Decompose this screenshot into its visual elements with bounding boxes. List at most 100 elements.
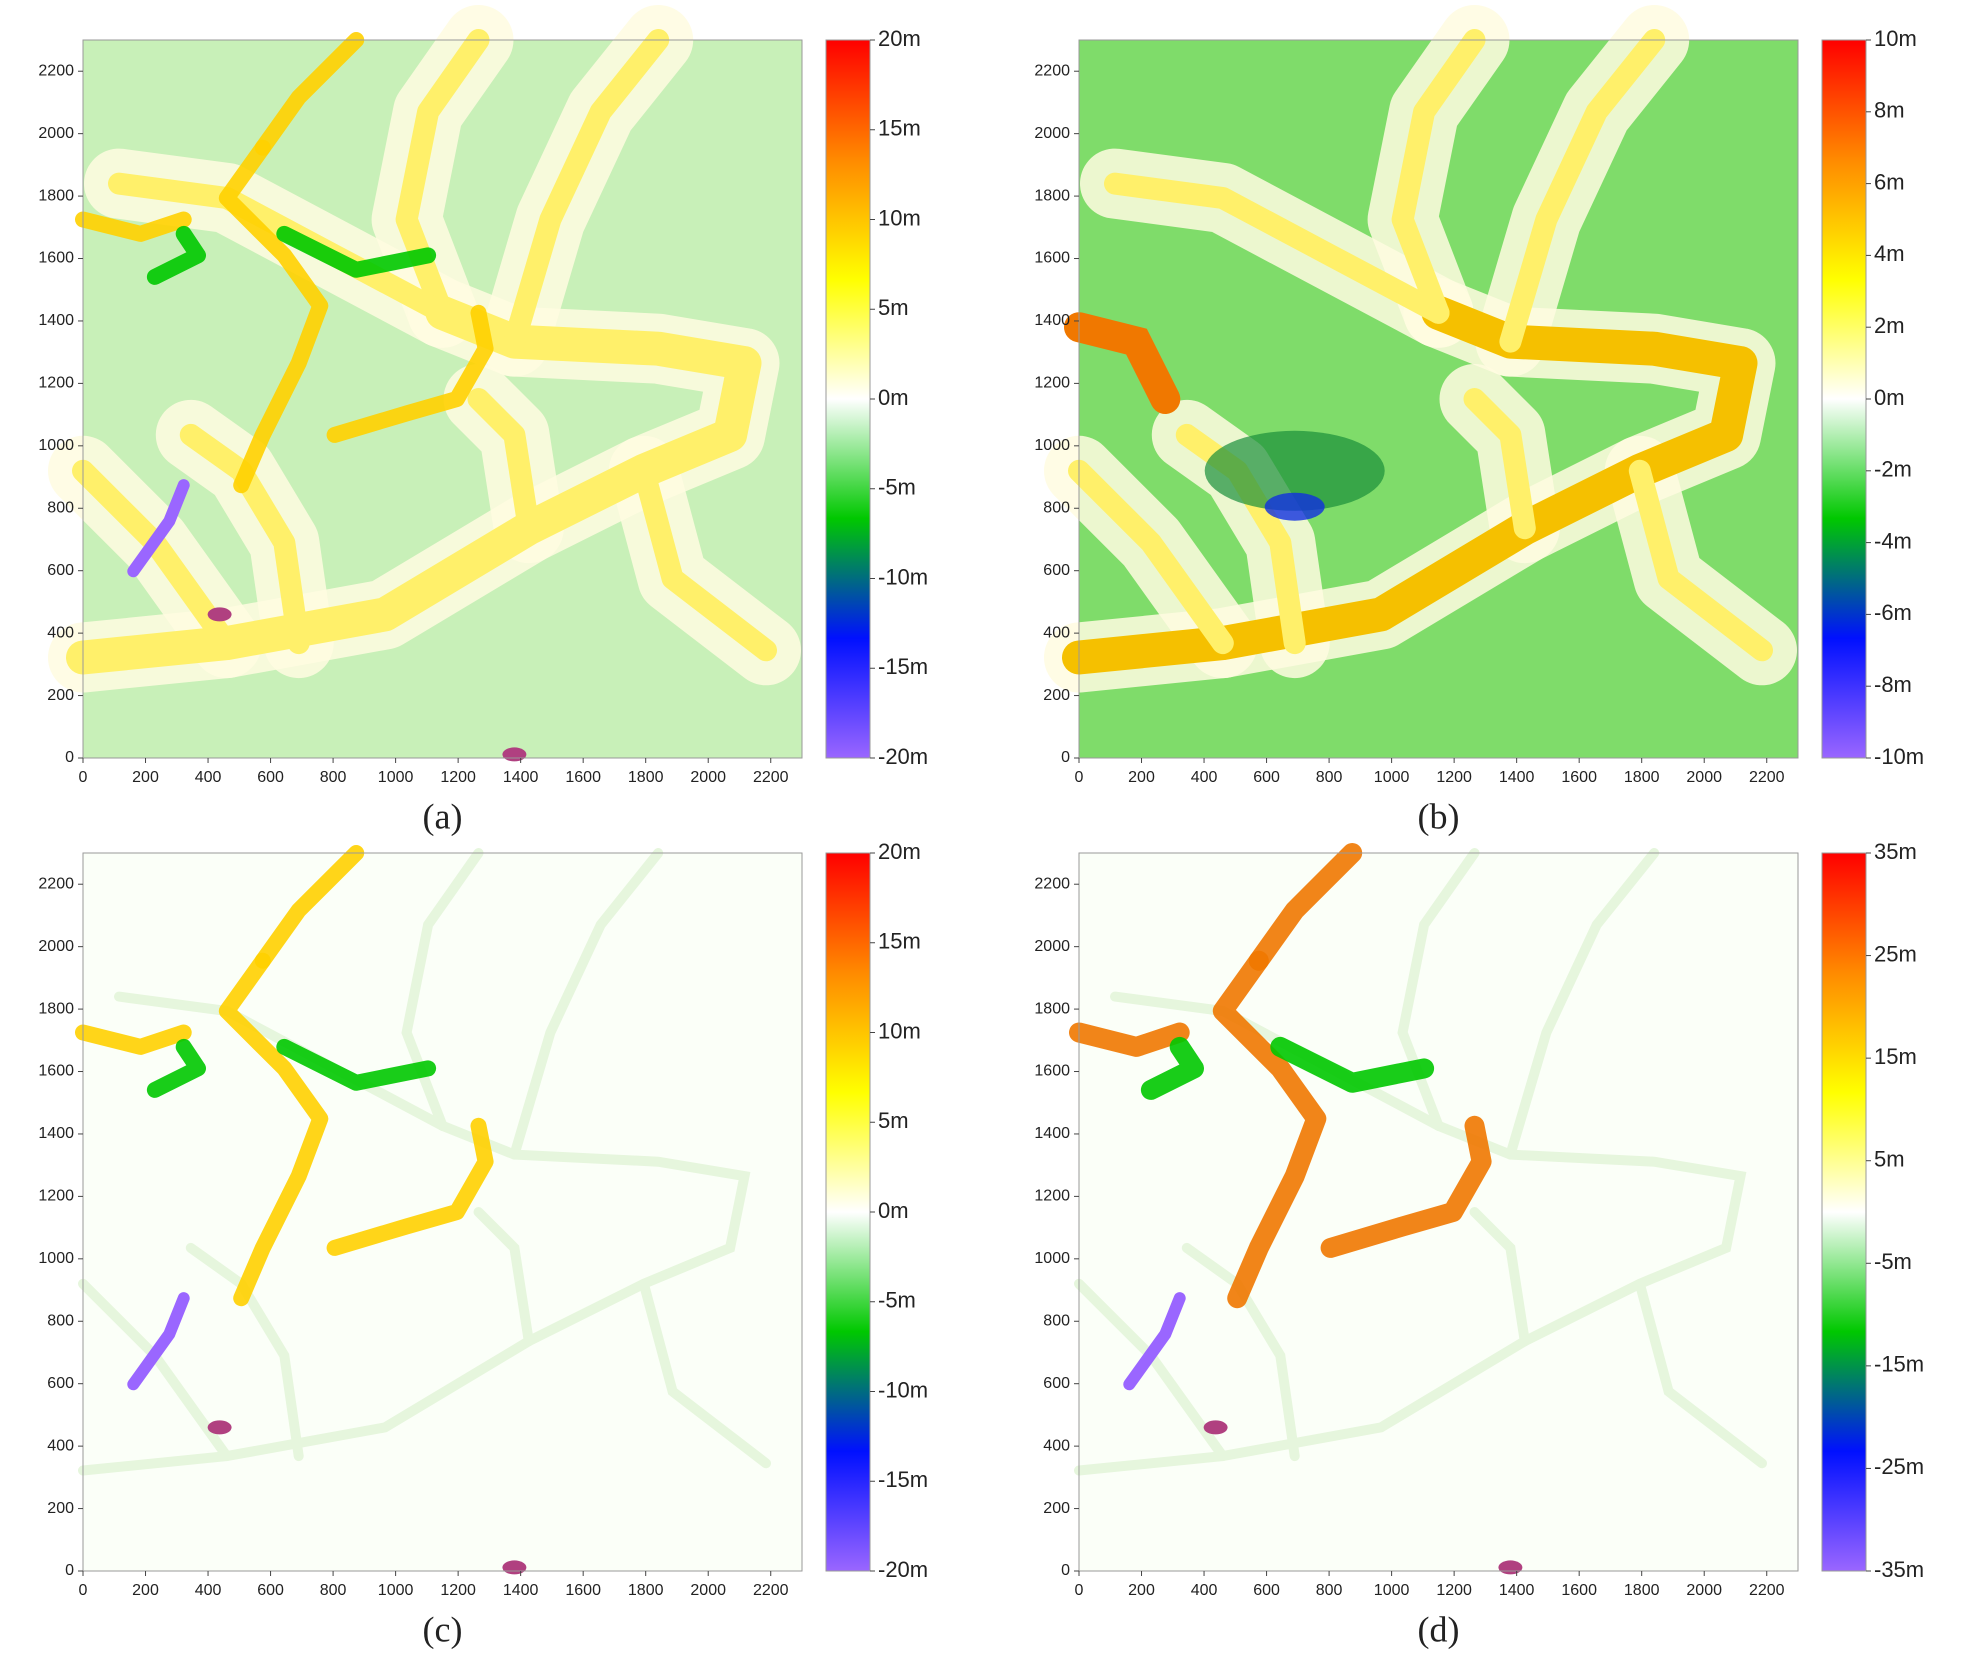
colorbar-tick-label: 4m xyxy=(1874,241,1905,266)
y-tick-label: 1600 xyxy=(38,250,74,267)
y-tick-label: 400 xyxy=(1043,624,1070,641)
y-tick-label: 800 xyxy=(47,499,74,516)
x-tick-label: 600 xyxy=(1253,1582,1280,1599)
x-tick-label: 2000 xyxy=(1686,769,1722,786)
x-tick-label: 1800 xyxy=(1624,769,1660,786)
panel: 0 200 400 600 800 1000 1200 1400 1600 1800 2000 220… xyxy=(38,839,928,1649)
streak xyxy=(1320,1115,1492,1258)
x-tick-label: 1200 xyxy=(1436,769,1472,786)
terrain-texture xyxy=(1069,843,1798,1575)
y-tick-label: 800 xyxy=(1043,1312,1070,1329)
y-tick-label: 0 xyxy=(65,1562,74,1579)
colorbar-tick-label: -25m xyxy=(1874,1454,1924,1479)
x-tick-label: 1800 xyxy=(628,769,664,786)
x-tick-label: 200 xyxy=(132,1582,159,1599)
y-tick-label: 1800 xyxy=(1034,187,1070,204)
streak xyxy=(146,1038,206,1098)
streak xyxy=(326,1117,494,1256)
colorbar-tick-label: 35m xyxy=(1874,839,1917,864)
streak xyxy=(1270,1036,1435,1093)
colorbar-tick-label: -6m xyxy=(1874,600,1912,625)
colorbar-tick-label: -5m xyxy=(1874,1249,1912,1274)
y-tick-label: 1200 xyxy=(1034,1188,1070,1205)
streak xyxy=(1140,1036,1204,1100)
y-tick-label: 2200 xyxy=(38,875,74,892)
valley xyxy=(467,388,540,540)
x-tick-label: 1200 xyxy=(440,769,476,786)
y-tick-label: 1400 xyxy=(1034,312,1070,329)
colorbar-tick-label: 10m xyxy=(878,1018,921,1043)
colorbar-tick-label: -15m xyxy=(1874,1352,1924,1377)
x-tick-label: 1800 xyxy=(628,1582,664,1599)
x-tick-label: 2000 xyxy=(690,769,726,786)
streak xyxy=(1069,1022,1190,1057)
y-tick-label: 2000 xyxy=(1034,125,1070,142)
streak xyxy=(276,1038,437,1091)
colorbar-tick-label: 5m xyxy=(878,295,909,320)
valley xyxy=(1634,1278,1767,1469)
y-tick-label: 1000 xyxy=(38,1250,74,1267)
terrain-texture xyxy=(1044,5,1798,758)
colorbar xyxy=(825,39,871,759)
valley xyxy=(1499,29,1666,353)
x-tick-label: 1000 xyxy=(378,1582,414,1599)
colorbar-tick-label: 5m xyxy=(878,1108,909,1133)
x-tick-label: 1400 xyxy=(503,1582,539,1599)
y-tick-label: 1400 xyxy=(1034,1125,1070,1142)
y-tick-label: 1600 xyxy=(38,1063,74,1080)
panel-label: (a) xyxy=(423,796,463,836)
colorbar-tick-label: -10m xyxy=(878,564,928,589)
panel-label: (c) xyxy=(423,1609,463,1649)
colorbar-tick-label: 25m xyxy=(1874,941,1917,966)
x-tick-label: 400 xyxy=(195,769,222,786)
valley xyxy=(1469,1207,1530,1347)
x-tick-label: 2200 xyxy=(1749,769,1785,786)
streak xyxy=(254,845,365,969)
colorbar-tick-label: 8m xyxy=(1874,98,1905,123)
x-tick-label: 2000 xyxy=(1686,1582,1722,1599)
x-tick-label: 0 xyxy=(79,1582,88,1599)
y-tick-label: 400 xyxy=(1043,1437,1070,1454)
x-tick-label: 200 xyxy=(132,769,159,786)
valley xyxy=(114,991,448,1131)
x-tick-label: 1600 xyxy=(565,769,601,786)
x-tick-label: 1800 xyxy=(1624,1582,1660,1599)
colorbar-tick-label: 0m xyxy=(878,385,909,410)
y-tick-label: 1800 xyxy=(1034,1000,1070,1017)
y-tick-label: 200 xyxy=(1043,687,1070,704)
x-tick-label: 0 xyxy=(1075,769,1084,786)
colorbar-tick-label: -4m xyxy=(1874,528,1912,553)
x-tick-label: 1200 xyxy=(1436,1582,1472,1599)
valley xyxy=(1391,29,1486,324)
panel: 0 200 400 600 800 1000 1200 1400 1600 1800 2000 220… xyxy=(1034,839,1924,1649)
x-tick-label: 800 xyxy=(320,1582,347,1599)
depression xyxy=(1203,1420,1228,1435)
colorbar-tick-label: 6m xyxy=(1874,169,1905,194)
y-tick-label: 600 xyxy=(47,1375,74,1392)
x-tick-label: 1000 xyxy=(378,769,414,786)
colorbar-tick-label: 5m xyxy=(1874,1147,1905,1172)
y-tick-label: 2200 xyxy=(1034,62,1070,79)
streak xyxy=(326,304,494,443)
streak xyxy=(1248,843,1363,971)
x-tick-label: 800 xyxy=(1316,769,1343,786)
colorbar-tick-label: -2m xyxy=(1874,457,1912,482)
x-tick-label: 2200 xyxy=(753,769,789,786)
x-tick-label: 1600 xyxy=(1561,1582,1597,1599)
valley xyxy=(632,459,777,662)
y-tick-label: 1000 xyxy=(1034,1250,1070,1267)
valley xyxy=(638,1278,771,1469)
panel: 0 200 400 600 800 1000 1200 1400 1600 1800 2000 220… xyxy=(1034,5,1924,836)
panel: 0 200 400 600 800 1000 1200 1400 1600 1800 2000 220… xyxy=(38,5,928,836)
colorbar-tick-label: 0m xyxy=(1874,385,1905,410)
streak xyxy=(1123,1292,1186,1391)
x-tick-label: 1400 xyxy=(1499,769,1535,786)
panel-label: (d) xyxy=(1418,1609,1460,1649)
valley xyxy=(185,1242,304,1462)
x-tick-label: 2200 xyxy=(753,1582,789,1599)
colorbar-tick-label: 15m xyxy=(878,116,921,141)
y-tick-label: 1400 xyxy=(38,312,74,329)
x-tick-label: 1200 xyxy=(440,1582,476,1599)
colorbar-tick-label: -5m xyxy=(878,475,916,500)
